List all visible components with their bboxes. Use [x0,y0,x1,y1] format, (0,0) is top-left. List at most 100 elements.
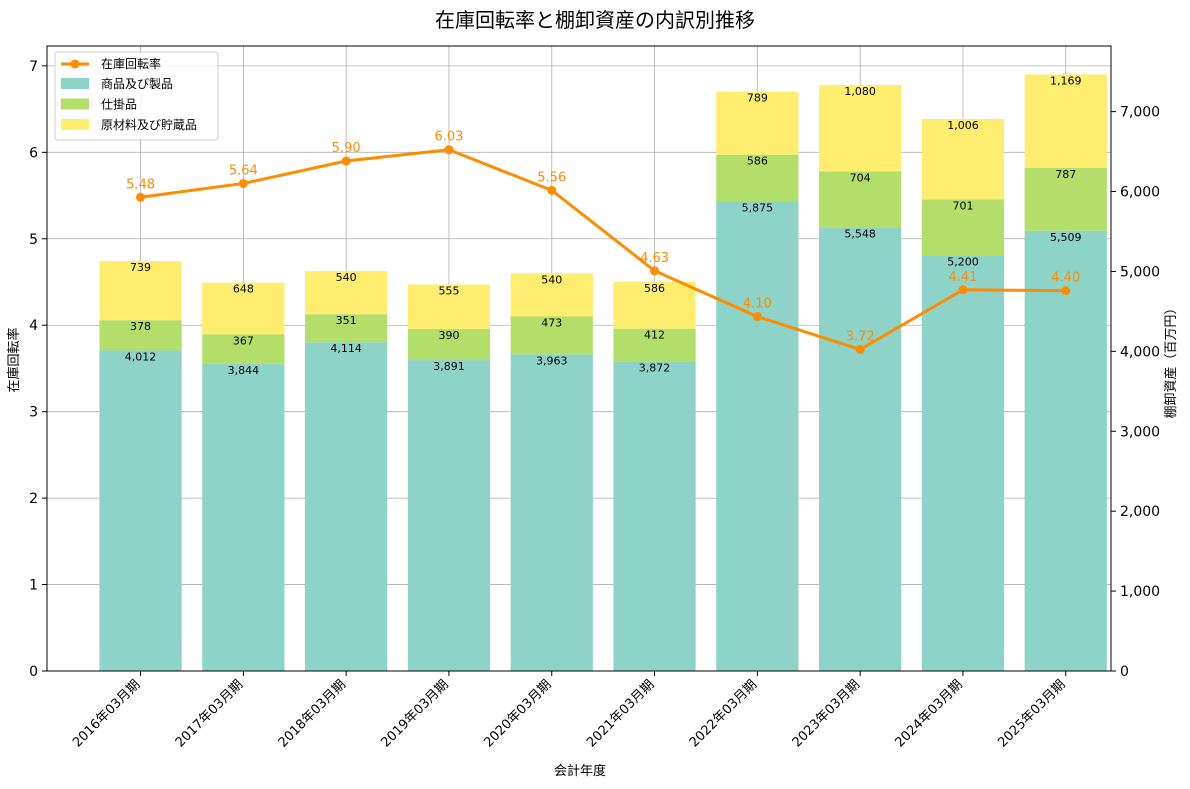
plot-frame [46,45,1112,672]
bar-segment [819,227,902,671]
right-y-axis-ticks: 0 1,000 2,000 3,000 4,000 5,000 6,000 7,000 [1111,105,1160,680]
x-axis-ticks: 2016年03月期 2017年03月期 2018年03月期 2019年03月期 2020… [70,671,1069,751]
turnover-value-label: 5.48 [126,177,155,192]
turnover-value-label: 5.64 [229,163,258,178]
legend-marker [70,59,80,69]
right-tick-label: 7,000 [1120,105,1160,121]
bar-segment [921,255,1005,671]
chart-title: 在庫回転率と棚卸資産の内訳別推移 [435,8,755,32]
bar-segment [202,334,285,364]
bar-segment [510,273,593,317]
legend-label: 原材料及び貯蔵品 [101,118,197,132]
bar-segment [1024,74,1107,168]
turnover-value-label: 3.72 [846,329,875,344]
bar-value-label: 789 [747,92,768,105]
right-tick-label: 5,000 [1120,264,1160,280]
bar-value-label: 5,509 [1050,231,1082,244]
bar-value-label: 4,114 [330,342,362,355]
bar-value-label: 586 [747,155,768,168]
bar-segment [202,282,285,335]
right-tick-label: 3,000 [1120,424,1160,440]
legend-swatch [61,78,89,89]
legend-label: 在庫回転率 [101,56,161,71]
right-tick-label: 0 [1120,664,1129,680]
left-tick-label: 0 [29,664,38,680]
turnover-point [341,156,351,166]
bar-value-label: 704 [850,171,871,184]
x-tick-label: 2021年03月期 [584,677,657,750]
bar-value-label: 540 [336,271,357,284]
bar-value-label: 351 [336,314,357,327]
legend-label: 商品及び製品 [101,76,173,91]
bar-segment [921,119,1005,200]
x-axis-title: 会計年度 [554,763,606,779]
bar-segment [305,342,388,671]
turnover-point [444,145,454,155]
right-tick-label: 2,000 [1120,504,1160,520]
bar-value-label: 701 [952,199,973,212]
left-tick-label: 4 [29,318,38,334]
bar-stacks [99,74,1107,672]
turnover-line-path [140,148,1066,351]
bar-segment [305,271,388,315]
bar-value-label: 787 [1055,168,1076,181]
x-tick-label: 2022年03月期 [687,677,760,750]
bar-segment [305,314,388,343]
bar-value-label: 648 [233,283,254,296]
bar-value-label: 586 [644,282,665,295]
left-tick-label: 5 [29,232,38,248]
legend-swatch [61,119,89,130]
turnover-value-label: 4.63 [640,251,669,266]
bar-value-label: 5,200 [947,255,979,268]
bar-value-label: 3,872 [639,362,671,375]
left-tick-label: 3 [29,405,38,421]
left-y-axis-ticks: 0 1 2 3 4 5 6 7 [29,59,47,680]
bar-value-label: 367 [233,334,254,347]
turnover-value-label: 4.41 [948,270,977,285]
bar-segment [407,328,491,361]
turnover-value-label: 5.90 [332,141,361,156]
right-tick-label: 6,000 [1120,185,1160,201]
bar-segment [921,199,1005,256]
bar-segment [510,316,593,355]
right-tick-label: 1,000 [1120,584,1160,600]
x-tick-label: 2023年03月期 [790,677,863,750]
bar-value-label: 3,963 [536,354,568,367]
turnover-point [855,344,865,354]
turnover-point [1061,286,1071,296]
bar-value-label: 378 [130,320,151,333]
bar-segment [819,171,902,228]
bar-value-label: 473 [541,317,562,330]
bar-segment [613,328,696,362]
bar-value-label: 1,169 [1050,74,1082,87]
legend-box [54,51,219,141]
bar-segment [407,360,491,671]
bar-segment [407,284,491,329]
x-tick-label: 2019年03月期 [378,677,451,750]
legend-swatch [61,98,89,110]
x-tick-label: 2020年03月期 [481,677,554,750]
left-tick-label: 1 [29,578,38,594]
bar-value-label: 1,006 [947,119,979,132]
bar-segment [716,91,799,155]
bar-segment [99,320,182,351]
right-tick-label: 4,000 [1120,344,1160,360]
right-y-axis-title: 棚卸資産（百万円） [1163,301,1179,418]
bar-segment [1024,230,1107,672]
bar-segment [99,261,182,321]
bar-segment [510,354,593,671]
bar-value-label: 3,844 [228,364,260,377]
turnover-value-label: 5.56 [537,170,566,185]
bar-segment [716,154,799,202]
turnover-point [136,192,146,202]
left-tick-label: 7 [29,59,38,75]
turnover-value-label: 4.10 [743,297,772,312]
x-tick-label: 2016年03月期 [70,677,143,750]
bar-value-label: 4,012 [125,350,157,363]
x-tick-label: 2024年03月期 [893,677,966,750]
turnover-value-label: 6.03 [434,130,463,145]
bar-segment [613,361,696,671]
legend-label: 仕掛品 [101,97,137,112]
